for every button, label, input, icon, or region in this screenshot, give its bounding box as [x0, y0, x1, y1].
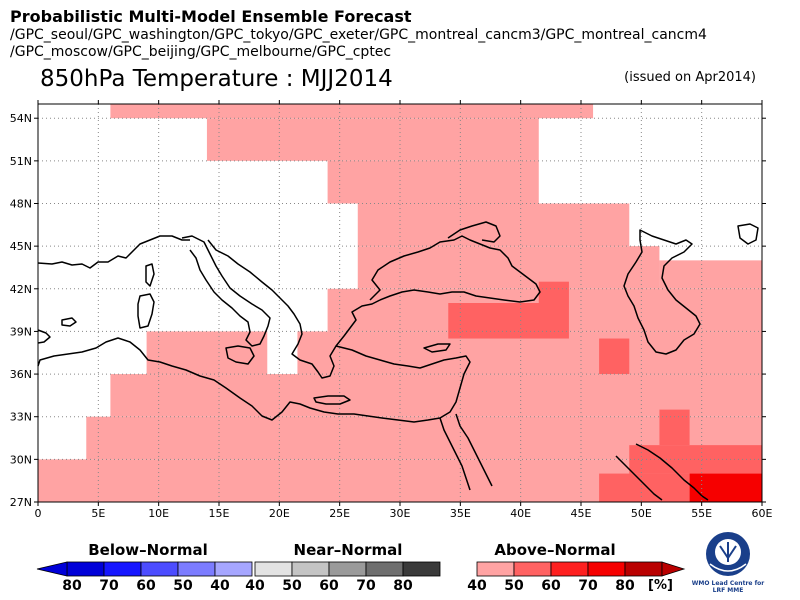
- models-list-line-2: /GPC_moscow/GPC_beijing/GPC_melbourne/GP…: [10, 44, 392, 60]
- legend-above-swatch: [476, 561, 515, 577]
- lat-tick-label: 45N: [10, 240, 32, 253]
- legend-near-label: 40: [245, 578, 265, 594]
- legend-near-swatch: [365, 561, 404, 577]
- legend-below-label: 70: [99, 578, 119, 594]
- logo-text-line-1: WMO Lead Centre for: [691, 580, 765, 587]
- legend-near-label: 60: [319, 578, 339, 594]
- legend-above-swatch: [513, 561, 552, 577]
- lat-tick-label: 27N: [10, 496, 32, 509]
- legend-above-label: 60: [541, 578, 561, 594]
- lon-tick-label: 10E: [148, 507, 169, 520]
- legend-above-label: 50: [504, 578, 524, 594]
- lon-tick-label: 45E: [571, 507, 592, 520]
- legend-above-label: 70: [578, 578, 598, 594]
- legend-below-title: Below–Normal: [88, 541, 208, 559]
- lat-tick-label: 36N: [10, 368, 32, 381]
- lat-tick-label: 54N: [10, 112, 32, 125]
- legend-near-title: Near–Normal: [293, 541, 403, 559]
- legend-color-bars: [36, 561, 686, 577]
- legend-near-label: 50: [282, 578, 302, 594]
- lat-tick-label: 33N: [10, 411, 32, 424]
- coastlines: [37, 221, 759, 501]
- legend-below-label: 60: [136, 578, 156, 594]
- legend-above-swatch: [624, 561, 663, 577]
- lat-tick-label: 42N: [10, 283, 32, 296]
- map-gridlines: [38, 104, 762, 502]
- legend-below-swatch: [214, 561, 253, 577]
- probability-cells: [38, 104, 763, 502]
- probability-cell: [206, 118, 539, 161]
- issued-date: (issued on Apr2014): [624, 70, 756, 85]
- lat-tick-label: 48N: [10, 198, 32, 211]
- probability-cell: [599, 473, 690, 502]
- probability-cell: [629, 445, 762, 474]
- probability-cell: [659, 260, 762, 289]
- lon-tick-label: 20E: [269, 507, 290, 520]
- lon-tick-label: 55E: [691, 507, 712, 520]
- map-title: 850hPa Temperature : MJJ2014: [40, 66, 393, 92]
- legend-below-label: 40: [210, 578, 230, 594]
- legend-below-swatch: [103, 561, 142, 577]
- legend-below-arrow: [36, 561, 68, 577]
- probability-cell: [538, 281, 569, 303]
- legend-below-swatch: [140, 561, 179, 577]
- legend-above-label: 40: [467, 578, 487, 594]
- lon-tick-label: 0: [35, 507, 42, 520]
- probability-cell: [110, 374, 762, 417]
- forecast-header-title: Probabilistic Multi-Model Ensemble Forec…: [10, 7, 412, 26]
- lon-tick-label: 35E: [450, 507, 471, 520]
- legend-unit-label: [%]: [648, 578, 673, 593]
- legend-below-label: 50: [173, 578, 193, 594]
- legend-above-title: Above–Normal: [494, 541, 616, 559]
- legend-near-swatch: [291, 561, 330, 577]
- probability-cell: [327, 160, 539, 204]
- probability-cell: [146, 331, 268, 375]
- lat-tick-label: 39N: [10, 325, 32, 338]
- lon-tick-label: 5E: [91, 507, 105, 520]
- lat-tick-label: 51N: [10, 155, 32, 168]
- lon-tick-label: 30E: [390, 507, 411, 520]
- logo-text-line-2: LRF MME: [712, 587, 744, 594]
- lon-tick-label: 50E: [631, 507, 652, 520]
- wmo-emblem-icon: [706, 532, 750, 576]
- legend-below-label: 80: [62, 578, 82, 594]
- legend-near-label: 70: [356, 578, 376, 594]
- legend-below-swatch: [66, 561, 105, 577]
- lon-tick-label: 40E: [510, 507, 531, 520]
- probability-cell: [448, 303, 569, 339]
- lon-tick-label: 15E: [209, 507, 230, 520]
- legend-above-arrow: [661, 561, 686, 577]
- probability-cell: [659, 409, 690, 446]
- lon-tick-label: 25E: [329, 507, 350, 520]
- legend-below-swatch: [177, 561, 216, 577]
- lat-tick-label: 30N: [10, 453, 32, 466]
- probability-cell: [110, 104, 594, 119]
- legend-above-swatch: [587, 561, 626, 577]
- wmo-logo: WMO Lead Centre for LRF MME: [690, 528, 766, 598]
- legend-near-swatch: [328, 561, 367, 577]
- probability-cell: [689, 473, 762, 502]
- legend-near-swatch: [254, 561, 293, 577]
- legend-above-swatch: [550, 561, 589, 577]
- legend-above-label: 80: [615, 578, 635, 594]
- probability-cell: [357, 246, 660, 289]
- models-list-line-1: /GPC_seoul/GPC_washington/GPC_tokyo/GPC_…: [10, 27, 707, 43]
- probability-cell: [599, 338, 630, 375]
- lon-tick-label: 60E: [752, 507, 773, 520]
- legend-near-swatch: [402, 561, 441, 577]
- legend-near-label: 80: [393, 578, 413, 594]
